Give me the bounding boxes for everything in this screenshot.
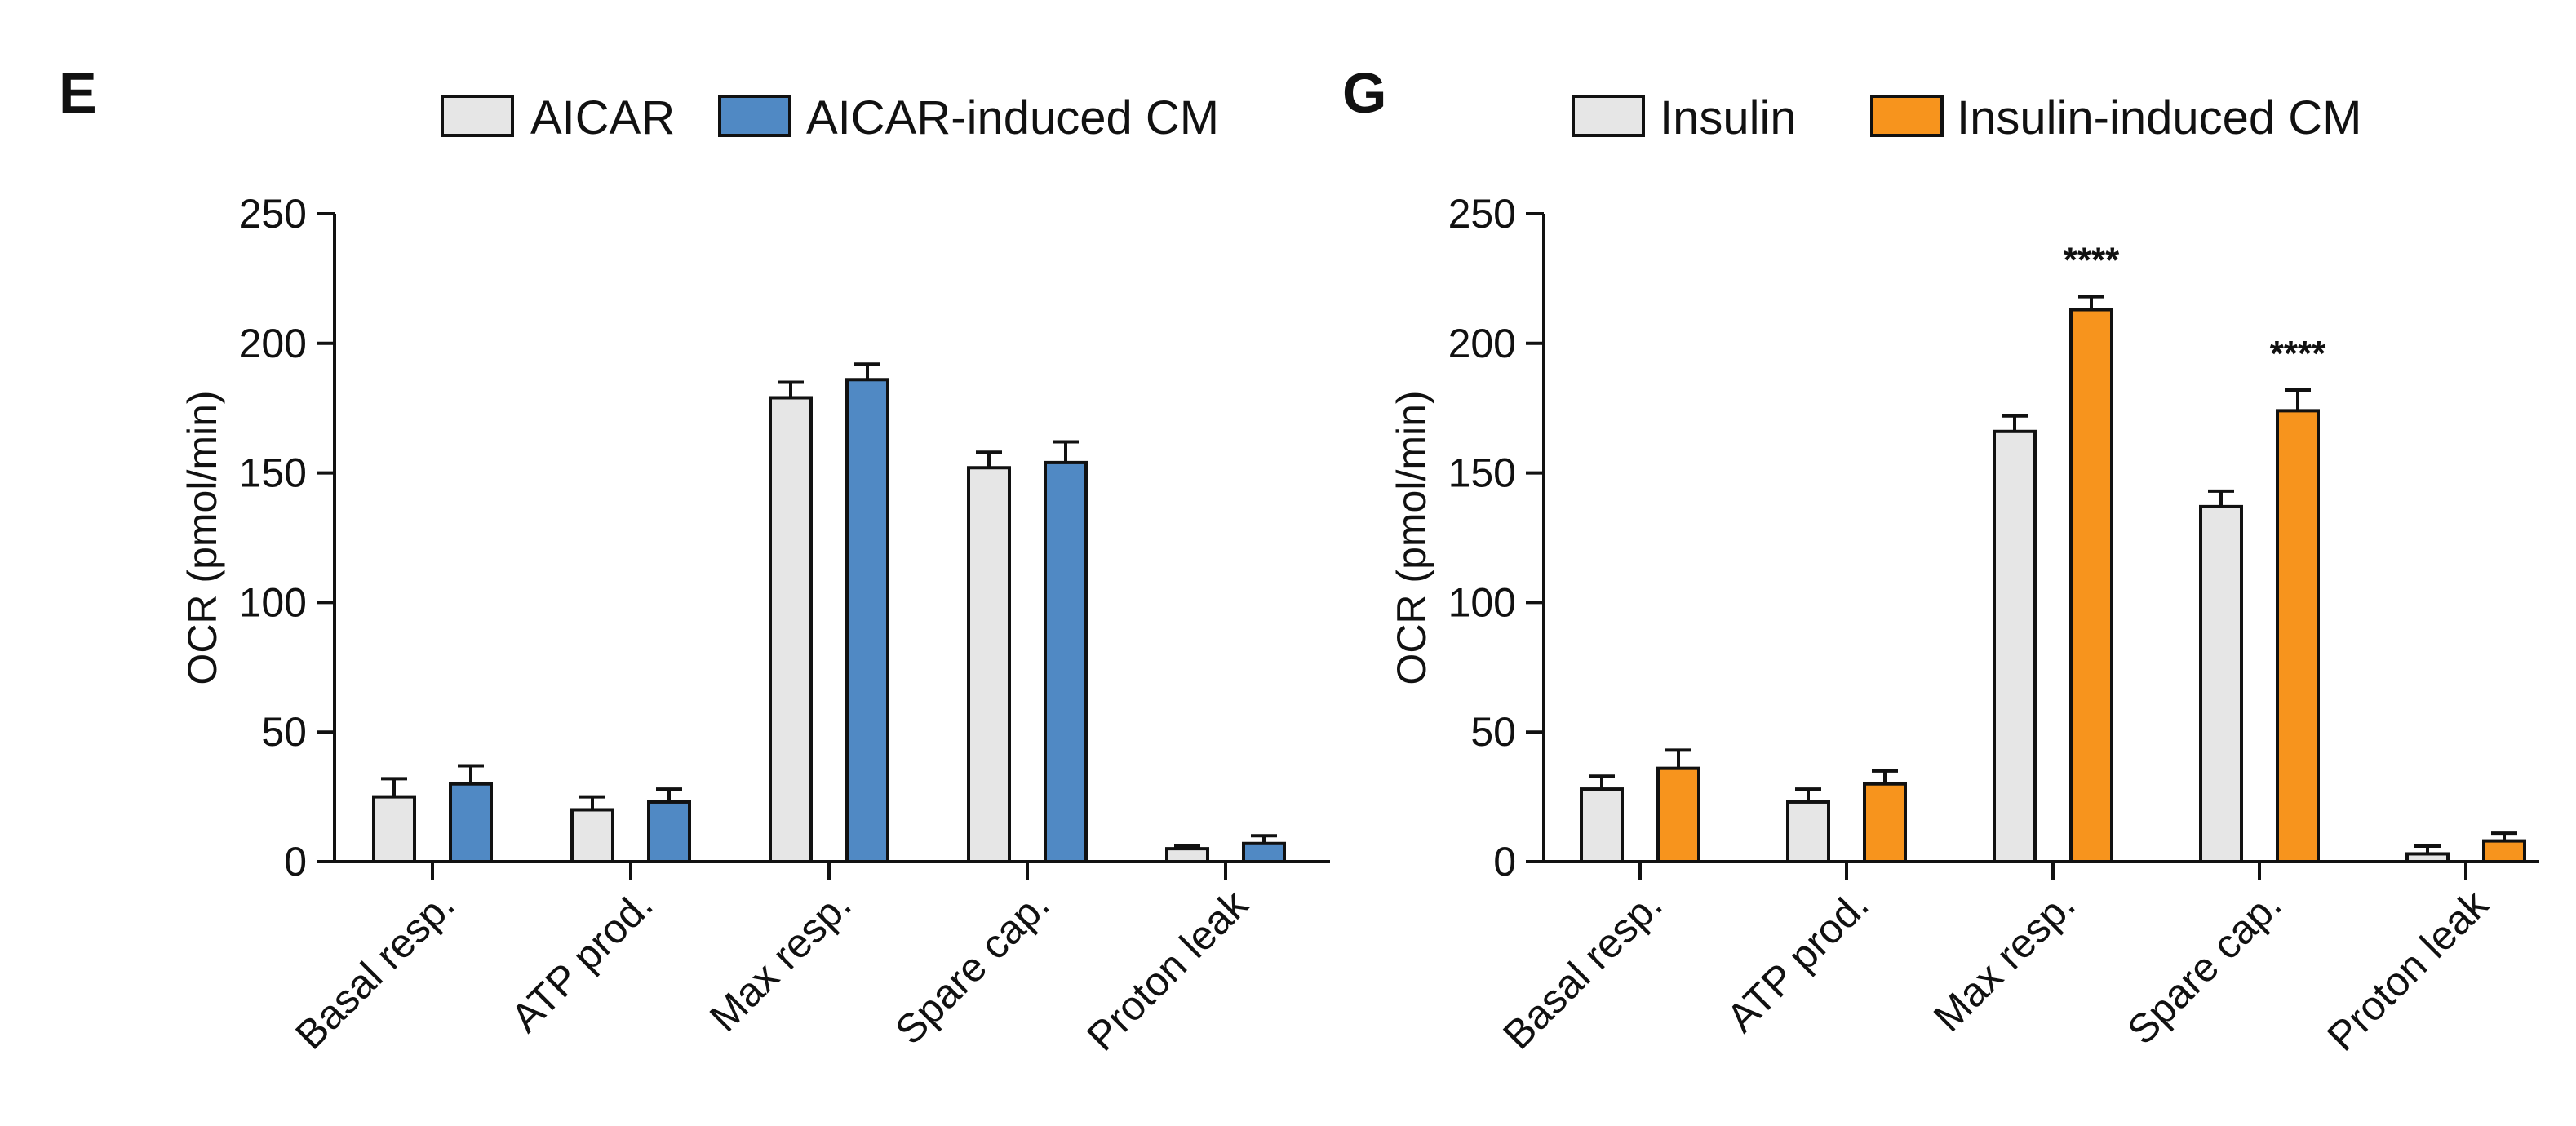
x-category-label: Max resp.	[701, 881, 860, 1040]
bar-insulin-induced-cm-4	[2482, 839, 2526, 864]
x-category-label: Max resp.	[1925, 881, 2084, 1040]
y-tick-label: 150	[239, 450, 307, 496]
y-tick-label: 0	[1493, 839, 1516, 884]
bar-insulin-induced-cm-2	[2069, 308, 2113, 863]
significance-marker: ****	[2064, 241, 2120, 281]
y-tick-label: 0	[284, 839, 307, 884]
legend-swatch	[1572, 95, 1645, 137]
y-tick-label: 200	[1448, 321, 1516, 366]
x-category-label: Spare cap.	[2118, 881, 2290, 1053]
bar-insulin-4	[2405, 852, 2450, 864]
legend-label: Insulin	[1660, 91, 1797, 144]
x-category-label: Proton leak	[1078, 880, 1257, 1059]
bar-aicar-3	[967, 466, 1011, 863]
bar-aicar-induced-cm-2	[845, 378, 889, 864]
bar-aicar-0	[372, 795, 416, 863]
y-axis-label: OCR (pmol/min)	[180, 390, 225, 685]
y-tick-label: 50	[1470, 709, 1516, 755]
x-category-label: Spare cap.	[886, 881, 1058, 1053]
bar-insulin-induced-cm-3	[2276, 409, 2320, 864]
bar-aicar-4	[1165, 847, 1209, 863]
y-tick-label: 250	[239, 191, 307, 237]
significance-marker: ****	[2270, 334, 2326, 374]
bar-insulin-3	[2199, 504, 2243, 863]
bar-insulin-0	[1580, 787, 1624, 864]
legend-label: AICAR-induced CM	[806, 91, 1219, 144]
x-category-label: ATP prod.	[1718, 881, 1878, 1041]
legend-swatch	[718, 95, 791, 137]
bar-insulin-1	[1786, 800, 1830, 864]
panel-g: G Insulin Insulin-induced CM 0 50 100 150 200 25…	[1342, 61, 2539, 1060]
bar-aicar-1	[570, 808, 614, 863]
legend-label: AICAR	[530, 91, 675, 144]
bar-aicar-induced-cm-1	[647, 800, 691, 864]
bar-aicar-induced-cm-3	[1044, 460, 1088, 863]
y-tick-label: 100	[1448, 579, 1516, 625]
y-tick-label: 50	[261, 709, 307, 755]
bar-aicar-induced-cm-4	[1242, 841, 1286, 863]
legend-label: Insulin-induced CM	[1957, 91, 2361, 144]
bar-aicar-induced-cm-0	[449, 782, 493, 863]
y-tick-label: 100	[239, 579, 307, 625]
bar-insulin-2	[1993, 429, 2037, 863]
bar-aicar-2	[769, 396, 813, 864]
x-category-label: ATP prod.	[502, 881, 662, 1041]
bar-insulin-induced-cm-1	[1863, 782, 1907, 863]
legend-swatch	[1870, 95, 1944, 137]
y-tick-label: 150	[1448, 450, 1516, 496]
panel-e: E AICAR AICAR-induced CM 0 50 100 150 200 250 OCR…	[59, 61, 1330, 1060]
y-tick-label: 250	[1448, 191, 1516, 237]
y-tick-label: 200	[239, 321, 307, 366]
x-category-label: Basal resp.	[1494, 881, 1670, 1057]
panel-letter: E	[59, 61, 97, 125]
bar-insulin-induced-cm-0	[1656, 766, 1700, 863]
x-category-label: Basal resp.	[286, 881, 463, 1057]
legend-swatch	[441, 95, 514, 137]
y-axis-label: OCR (pmol/min)	[1389, 390, 1434, 685]
panel-letter: G	[1342, 61, 1386, 125]
x-category-label: Proton leak	[2318, 880, 2497, 1059]
